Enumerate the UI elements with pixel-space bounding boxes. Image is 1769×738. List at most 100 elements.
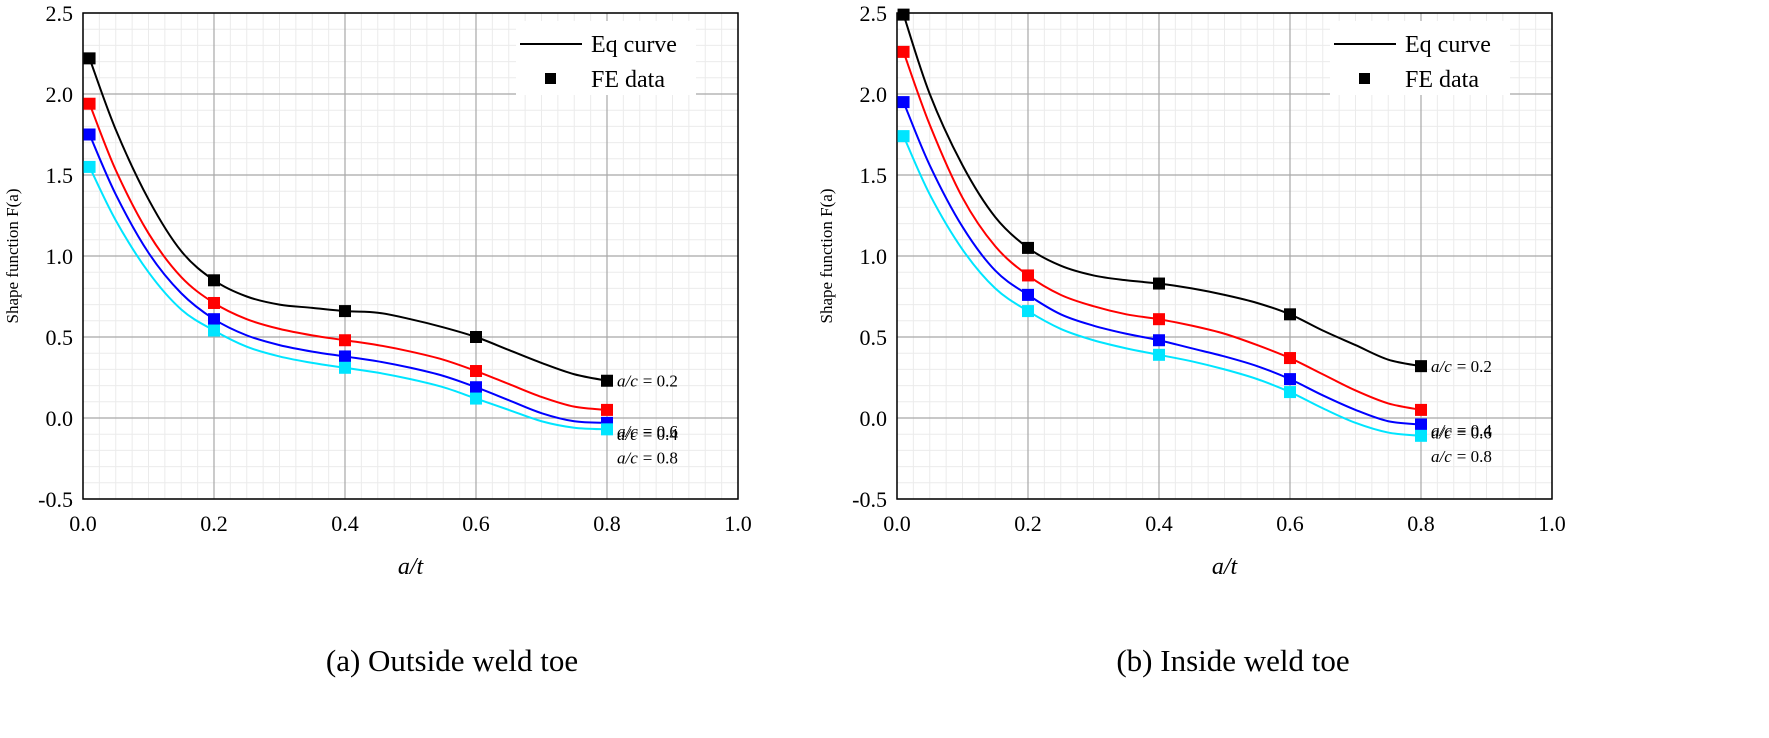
x-tick-label: 0.4 xyxy=(1145,511,1173,536)
fe-data-point xyxy=(470,381,482,394)
x-tick-label: 0.6 xyxy=(462,511,490,536)
fe-data-point xyxy=(1153,277,1165,290)
series-label-prefix: a/c xyxy=(617,372,638,391)
y-tick-label: 1.0 xyxy=(860,244,888,269)
series-label-prefix: a/c xyxy=(1431,447,1452,466)
x-tick-label: 0.6 xyxy=(1276,511,1304,536)
series-label: a/c = 0.4 xyxy=(617,425,678,444)
series-label-value: = 0.4 xyxy=(643,425,679,444)
fe-data-point xyxy=(1415,429,1427,442)
fe-data-point xyxy=(897,45,910,58)
panel-caption: (b) Inside weld toe xyxy=(1116,643,1349,678)
fe-data-point xyxy=(1153,334,1165,347)
fe-data-point xyxy=(897,96,910,109)
fe-data-point xyxy=(470,392,482,405)
y-tick-label: 2.5 xyxy=(860,1,888,26)
fe-data-point xyxy=(208,296,220,309)
fe-data-point xyxy=(339,361,351,374)
y-axis-label: Shape function F(a) xyxy=(3,188,22,323)
fe-data-point xyxy=(1284,352,1296,365)
x-axis-label: a/t xyxy=(1212,554,1239,580)
series-label-prefix: a/c xyxy=(617,448,638,467)
series-label-value: = 0.4 xyxy=(1457,421,1493,440)
fe-data-point xyxy=(470,365,482,378)
fe-data-point xyxy=(897,130,910,143)
x-tick-label: 0.4 xyxy=(331,511,359,536)
y-tick-label: 0.5 xyxy=(860,325,888,350)
x-axis-label: a/t xyxy=(398,554,425,580)
y-tick-label: 0.5 xyxy=(46,325,74,350)
x-tick-label: 0.2 xyxy=(200,511,228,536)
fe-data-point xyxy=(208,324,220,337)
x-tick-label: 0.0 xyxy=(69,511,97,536)
series-label: a/c = 0.8 xyxy=(1431,447,1492,466)
legend-data-label: FE data xyxy=(1405,67,1479,93)
fe-data-point xyxy=(601,403,613,416)
series-label-value: = 0.6 xyxy=(643,422,678,441)
fe-data-point xyxy=(339,350,351,363)
series-label: a/c = 0.6 xyxy=(617,422,678,441)
plot-frame xyxy=(82,12,739,500)
x-tick-label: 0.2 xyxy=(1014,511,1042,536)
y-tick-label: -0.5 xyxy=(852,487,887,512)
x-tick-label: 0.8 xyxy=(1407,511,1435,536)
fe-data-point xyxy=(339,334,351,347)
series-label-value: = 0.6 xyxy=(1457,423,1492,442)
fe-data-point xyxy=(470,331,482,343)
y-tick-label: 1.5 xyxy=(46,163,74,188)
series-label-prefix: a/c xyxy=(1431,357,1452,376)
legend-curve-label: Eq curve xyxy=(591,32,677,58)
eq-curve-line xyxy=(88,58,608,382)
series-label: a/c = 0.4 xyxy=(1431,421,1492,440)
panel-caption: (a) Outside weld toe xyxy=(326,643,578,678)
legend-data-label: FE data xyxy=(591,67,665,93)
fe-data-point xyxy=(1284,386,1296,399)
fe-data-point xyxy=(1022,241,1034,254)
fe-data-point xyxy=(897,8,910,21)
series-label: a/c = 0.2 xyxy=(617,372,678,391)
fe-data-point xyxy=(83,128,96,141)
fe-data-point xyxy=(1153,348,1165,361)
y-tick-label: 2.0 xyxy=(46,82,74,107)
y-tick-label: -0.5 xyxy=(38,487,73,512)
series-label: a/c = 0.6 xyxy=(1431,423,1492,442)
fe-data-point xyxy=(1022,305,1034,318)
fe-data-point xyxy=(1022,269,1034,282)
x-tick-label: 1.0 xyxy=(1538,511,1566,536)
fe-data-point xyxy=(208,313,220,326)
eq-curve-line xyxy=(88,166,608,431)
series-label-prefix: a/c xyxy=(617,422,638,441)
series-label: a/c = 0.2 xyxy=(1431,357,1492,376)
series-label-prefix: a/c xyxy=(617,425,638,444)
fe-data-point xyxy=(1415,403,1427,416)
plot-frame xyxy=(896,12,1553,500)
fe-data-point xyxy=(339,305,351,318)
y-tick-label: 0.0 xyxy=(46,406,74,431)
y-tick-label: 0.0 xyxy=(860,406,888,431)
x-tick-label: 0.0 xyxy=(883,511,911,536)
legend-data-marker xyxy=(1359,73,1370,84)
legend-data-marker xyxy=(545,73,556,84)
fe-data-point xyxy=(83,160,96,173)
fe-data-point xyxy=(601,374,613,387)
fe-data-point xyxy=(208,274,220,287)
eq-curve-line xyxy=(88,134,608,424)
series-label-prefix: a/c xyxy=(1431,423,1452,442)
y-axis-label: Shape function F(a) xyxy=(817,188,836,323)
y-tick-label: 1.5 xyxy=(860,163,888,188)
fe-data-point xyxy=(83,97,96,110)
y-tick-label: 2.0 xyxy=(860,82,888,107)
y-tick-label: 1.0 xyxy=(46,244,74,269)
eq-curve-line xyxy=(902,101,1422,426)
series-label: a/c = 0.8 xyxy=(617,448,678,467)
fe-data-point xyxy=(601,423,613,436)
series-label-prefix: a/c xyxy=(1431,421,1452,440)
series-label-value: = 0.8 xyxy=(643,448,678,467)
x-tick-label: 1.0 xyxy=(724,511,752,536)
y-tick-label: 2.5 xyxy=(46,1,74,26)
fe-data-point xyxy=(1415,360,1427,373)
series-label-value: = 0.2 xyxy=(643,372,678,391)
